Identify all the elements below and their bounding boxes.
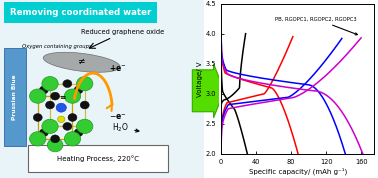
Text: H$_2$O: H$_2$O: [112, 122, 139, 134]
Circle shape: [42, 77, 58, 91]
Text: +e$^{-}$: +e$^{-}$: [109, 63, 127, 73]
Circle shape: [64, 132, 81, 146]
FancyArrow shape: [192, 64, 224, 118]
Circle shape: [63, 80, 72, 88]
Circle shape: [56, 103, 67, 112]
Circle shape: [29, 89, 46, 103]
Circle shape: [63, 122, 72, 130]
Circle shape: [74, 129, 83, 137]
Circle shape: [47, 138, 63, 152]
Text: Reduced graphene oxide: Reduced graphene oxide: [81, 29, 164, 35]
Circle shape: [68, 114, 77, 121]
Circle shape: [29, 132, 46, 146]
Text: $\neq$: $\neq$: [76, 57, 87, 66]
Circle shape: [39, 86, 48, 94]
Circle shape: [39, 129, 48, 137]
Circle shape: [76, 77, 93, 91]
Text: Removing coordinated water: Removing coordinated water: [10, 8, 151, 17]
Circle shape: [80, 101, 89, 109]
Bar: [4, 2, 157, 23]
Text: $-$e$^{-}$: $-$e$^{-}$: [109, 113, 127, 122]
Bar: [4, 48, 26, 146]
FancyBboxPatch shape: [28, 145, 169, 172]
Ellipse shape: [43, 52, 120, 72]
Circle shape: [64, 89, 81, 103]
Circle shape: [33, 114, 42, 121]
Circle shape: [51, 135, 60, 143]
Text: PB, RGOPC1, RGOPC2, RGOPC3: PB, RGOPC1, RGOPC2, RGOPC3: [275, 16, 357, 35]
Circle shape: [51, 92, 60, 100]
Text: $\equiv$: $\equiv$: [58, 92, 67, 101]
Text: Oxygen containing groups: Oxygen containing groups: [22, 44, 92, 49]
Circle shape: [57, 116, 65, 122]
Circle shape: [74, 86, 83, 94]
Circle shape: [42, 119, 58, 134]
Text: Heating Process, 220°C: Heating Process, 220°C: [57, 155, 139, 162]
Text: Prussian Blue: Prussian Blue: [12, 74, 17, 120]
Circle shape: [76, 119, 93, 134]
X-axis label: Specific capacity/ (mAh g⁻¹): Specific capacity/ (mAh g⁻¹): [249, 168, 347, 175]
Circle shape: [45, 101, 54, 109]
Y-axis label: Voltage/ V: Voltage/ V: [197, 61, 203, 96]
